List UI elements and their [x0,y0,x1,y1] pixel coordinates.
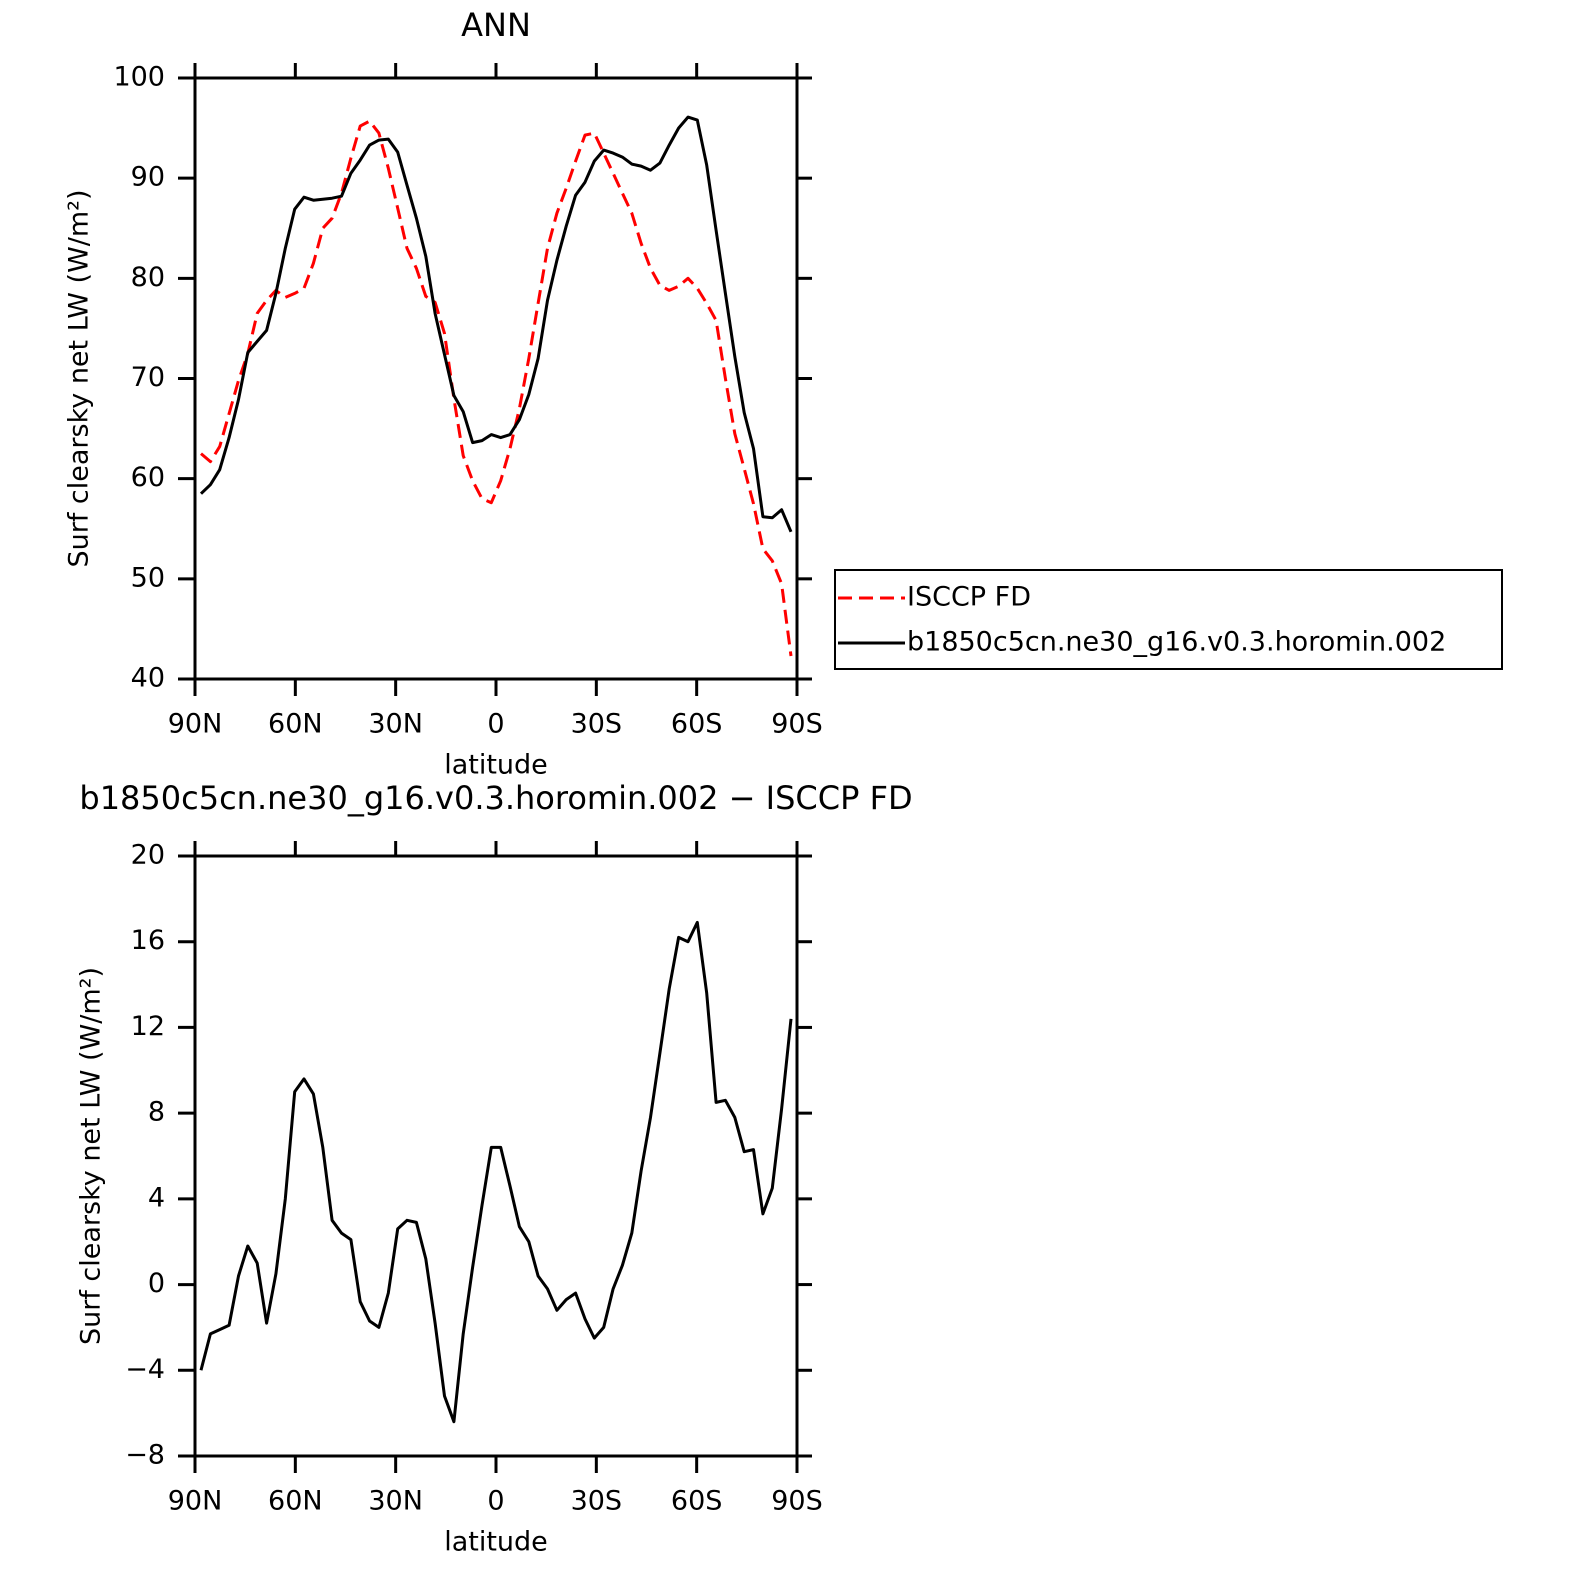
y-tick-label: 16 [131,925,165,956]
y-tick-label: 0 [148,1268,165,1299]
y-tick-label: 12 [131,1011,165,1042]
x-tick-label: 90N [168,709,223,740]
x-tick-label: 60S [671,709,723,740]
x-tick-label: 30S [571,1486,623,1517]
x-tick-label: 0 [487,709,504,740]
y-tick-label: 60 [131,462,165,493]
y-tick-label: 8 [148,1097,165,1128]
x-tick-label: 30N [368,709,423,740]
data-line [200,119,793,657]
x-tick-label: 90S [771,709,823,740]
data-line [199,920,793,1424]
x-axis-label: latitude [444,1527,548,1558]
x-axis-label: latitude [444,750,548,781]
y-tick-label: 4 [148,1182,165,1213]
y-tick-label: −8 [125,1440,165,1471]
legend-label: b1850c5cn.ne30_g16.v0.3.horomin.002 [907,627,1446,658]
y-tick-label: 80 [131,262,165,293]
x-tick-label: 60N [268,1486,323,1517]
x-tick-label: 0 [487,1486,504,1517]
x-tick-label: 90N [168,1486,223,1517]
x-tick-label: 60S [671,1486,723,1517]
data-line [199,115,793,533]
legend-box [834,569,1503,670]
y-tick-label: 90 [131,162,165,193]
y-axis-label: Surf clearsky net LW (W/m²) [64,189,95,567]
y-tick-label: 100 [113,62,165,93]
y-tick-label: 40 [131,663,165,694]
legend-label: ISCCP FD [907,582,1031,613]
y-tick-label: 70 [131,362,165,393]
y-tick-label: −4 [125,1354,165,1385]
y-tick-label: 50 [131,562,165,593]
y-axis-label: Surf clearsky net LW (W/m²) [76,967,107,1345]
chart-title: ANN [461,6,531,44]
plot-frame [193,76,799,681]
x-tick-label: 30N [368,1486,423,1517]
x-tick-label: 90S [771,1486,823,1517]
plot-frame [193,854,799,1458]
x-tick-label: 30S [571,709,623,740]
x-tick-label: 60N [268,709,323,740]
chart-title: b1850c5cn.ne30_g16.v0.3.horomin.002 − IS… [79,779,912,817]
y-tick-label: 20 [131,840,165,871]
